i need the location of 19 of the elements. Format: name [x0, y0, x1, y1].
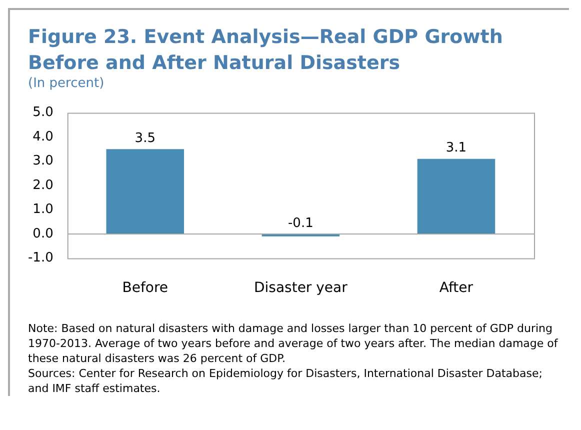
y-tick-label: -1.0: [28, 250, 54, 266]
chart-title: Figure 23. Event Analysis—Real GDP Growth Before and After Natural Disasters: [28, 25, 504, 76]
bar: [106, 149, 184, 234]
data-label: 3.1: [446, 140, 467, 156]
bar: [417, 158, 496, 234]
text: Note: Based on natural disasters with damage and losses larger than 10 percent of GDP during 1970-2013. Average of two years before and average of two years after. The median damage of these natural disasters was 26 percent of GDP.: [28, 321, 559, 366]
chart-subtitle: (In percent): [28, 76, 106, 91]
y-tick-label: 3.0: [32, 154, 54, 169]
y-tick-label: 4.0: [32, 129, 54, 144]
y-tick-label: 5.0: [32, 105, 54, 120]
source-note: Sources: Center for Research on Epidemiology for Disasters, International Disaster Database; and IMF staff estimates.: [28, 366, 544, 396]
x-tick-label: Disaster year: [254, 280, 348, 296]
y-tick-label: 1.0: [32, 202, 54, 218]
x-tick-label: After: [439, 280, 474, 296]
y-tick-label: 0.0: [32, 226, 54, 242]
data-label: 3.5: [134, 131, 156, 146]
y-tick-label: 2.0: [32, 178, 54, 193]
x-tick-label: Before: [122, 280, 168, 296]
data-label: -0.1: [288, 216, 314, 231]
